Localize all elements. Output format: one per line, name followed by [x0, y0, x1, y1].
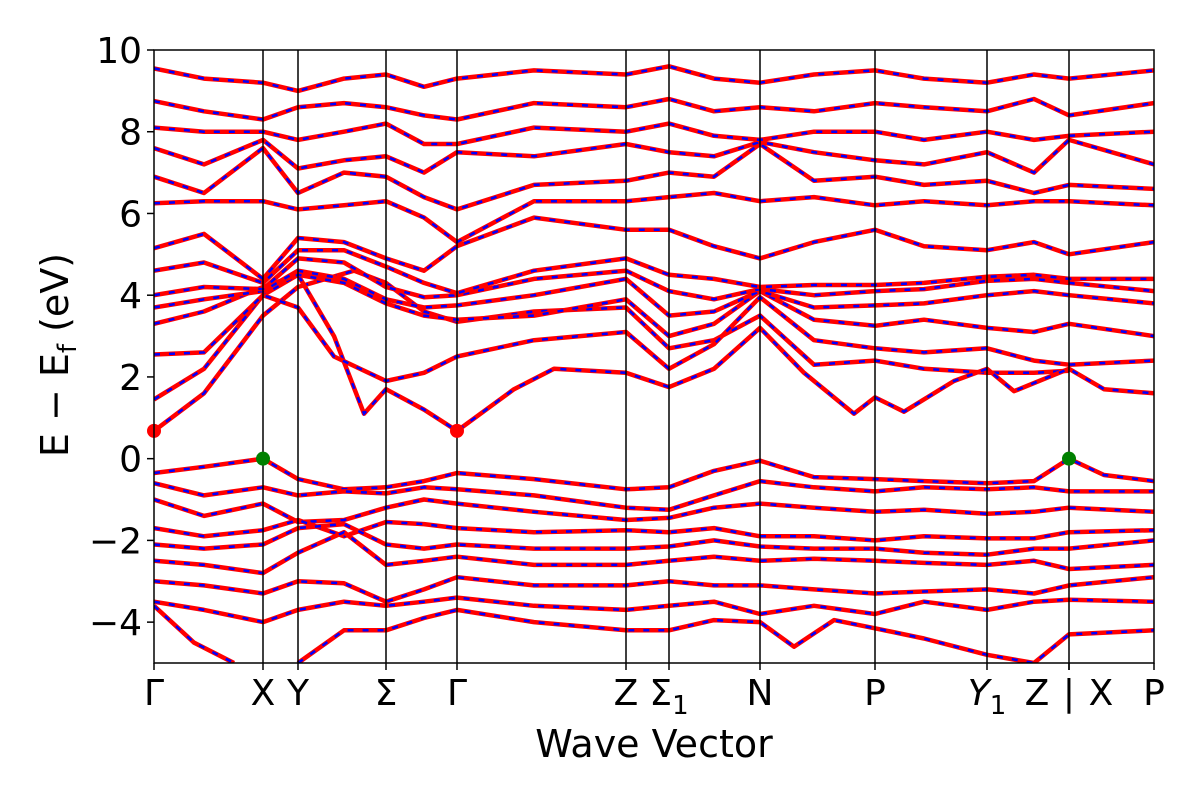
band-22-blue: [154, 596, 1154, 624]
band-7-blue: [154, 248, 1154, 295]
band-3-red: [154, 292, 1154, 384]
x-tick-separator: |: [1063, 673, 1075, 714]
x-tick-label: Γ: [144, 673, 164, 714]
band-24-blue: [297, 608, 1154, 663]
band-21-blue: [154, 575, 1154, 604]
band-5-blue: [154, 269, 1154, 317]
y-axis-title-main: E − E: [33, 353, 77, 457]
y-axis-ticks: 10 8 6 4 2 0 −2 −4: [89, 31, 154, 644]
band-6-red: [154, 256, 1154, 302]
x-tick-label: Z: [614, 673, 639, 714]
x-axis-title: Wave Vector: [535, 722, 773, 766]
y-tick-label: 4: [119, 276, 142, 317]
y-tick-label: 0: [119, 440, 142, 481]
band-4-blue: [154, 273, 1154, 338]
cbm-marker-4: [450, 423, 464, 438]
y-tick-label: −2: [89, 521, 142, 562]
plot-frame: [153, 49, 1155, 664]
y-tick-label: 8: [119, 113, 142, 154]
vbm-marker-1: [256, 451, 270, 466]
band-9-blue: [154, 191, 1154, 244]
band-1-blue: [154, 269, 1070, 432]
x-tick-label: P: [864, 673, 886, 714]
band-14-blue: [154, 65, 1154, 93]
band-23-blue: [154, 604, 235, 663]
y-axis-title: E − Ef (eV): [33, 253, 83, 457]
band-12-blue: [154, 122, 1154, 146]
band-18-blue: [154, 518, 1154, 542]
x-tick-label: Γ: [447, 673, 467, 714]
band-10-blue: [154, 142, 1154, 211]
x-tick-label: N: [747, 673, 774, 714]
x-tick-label: Z: [1025, 673, 1050, 714]
band-9-red: [154, 190, 1154, 245]
x-tick-label: X: [1089, 673, 1114, 714]
extrema-markers: [147, 423, 1076, 466]
band-3-blue: [154, 293, 1154, 383]
y-tick-label: 2: [119, 358, 142, 399]
y-tick-label: 10: [96, 31, 142, 72]
y-axis-title-sub: f: [53, 343, 83, 353]
y-axis-title-unit: (eV): [33, 253, 77, 344]
band-11-blue: [154, 138, 1154, 175]
band-19-blue: [154, 522, 1154, 556]
x-tick-label: Σ: [375, 673, 398, 714]
band-15-red: [154, 456, 1154, 492]
y-tick-label: 6: [119, 194, 142, 235]
x-axis-ticks: Γ X Y Σ Γ Z Σ1 N P Y1 Z | X P: [144, 663, 1165, 721]
band-13-red: [154, 96, 1154, 122]
y-tick-label: −4: [89, 603, 142, 644]
band-16-blue: [154, 479, 1154, 512]
bands-layer: [154, 64, 1154, 663]
band-20-blue: [154, 530, 1154, 575]
band-15-blue: [154, 457, 1154, 491]
band-8-blue: [154, 216, 1154, 281]
x-tick-label: Σ1: [649, 673, 688, 721]
band-14-red: [154, 64, 1154, 94]
kpoint-lines: [262, 50, 1070, 663]
x-tick-label: P: [1143, 673, 1165, 714]
x-tick-label: Y1: [968, 673, 1007, 721]
x-tick-label: X: [251, 673, 276, 714]
vbm-marker-2: [1062, 451, 1076, 466]
band-13-blue: [154, 97, 1154, 121]
x-tick-label: Y: [286, 673, 310, 714]
